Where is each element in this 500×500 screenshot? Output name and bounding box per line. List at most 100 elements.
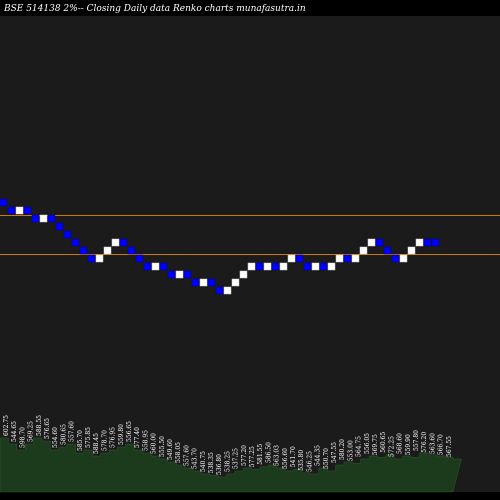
volume-label: 577.40 <box>134 427 141 448</box>
renko-brick <box>383 246 392 255</box>
renko-brick <box>287 254 296 263</box>
volume-label: 543.70 <box>192 448 199 469</box>
volume-label: 546.25 <box>306 451 313 472</box>
volume-label: 554.60 <box>52 427 59 448</box>
volume-label: 556.65 <box>126 421 133 442</box>
renko-brick <box>119 238 128 247</box>
volume-label: 560.65 <box>380 432 387 453</box>
volume-label: 558.95 <box>142 430 149 451</box>
renko-brick <box>295 254 304 263</box>
volume-label: 576.65 <box>44 418 51 439</box>
volume-label: 556.60 <box>282 448 289 469</box>
volume-label: 575.85 <box>85 427 92 448</box>
renko-brick <box>271 262 280 271</box>
renko-brick <box>279 262 288 271</box>
renko-brick <box>303 262 312 271</box>
volume-label: 536.80 <box>216 454 223 475</box>
renko-brick <box>327 262 336 271</box>
volume-labels: 602.75 544.65 598.70 569.25 588.55 576.65 554.… <box>3 415 453 475</box>
renko-brick <box>359 246 368 255</box>
renko-brick <box>343 254 352 263</box>
volume-label: 602.75 <box>3 415 10 436</box>
volume-label: 567.55 <box>446 436 453 457</box>
volume-label: 559.90 <box>405 434 412 455</box>
volume-label: 538.35 <box>208 452 215 473</box>
volume-label: 556.05 <box>364 433 371 454</box>
volume-area <box>0 437 462 493</box>
renko-brick <box>63 230 72 239</box>
renko-brick <box>351 254 360 263</box>
renko-brick <box>175 270 184 279</box>
volume-label: 563.03 <box>274 445 281 466</box>
renko-brick <box>111 238 120 247</box>
renko-brick <box>319 262 328 271</box>
renko-brick <box>15 206 24 215</box>
volume-label: 576.20 <box>421 432 428 453</box>
volume-label: 540.75 <box>200 451 207 472</box>
renko-brick <box>415 238 424 247</box>
volume-label: 558.05 <box>175 442 182 463</box>
volume-label: 568.60 <box>397 433 404 454</box>
renko-brick <box>7 206 16 215</box>
renko-brick <box>135 254 144 263</box>
volume-label: 564.75 <box>356 436 363 457</box>
renko-brick <box>399 254 408 263</box>
renko-brick <box>375 238 384 247</box>
volume-label: 557.60 <box>69 421 76 442</box>
renko-brick <box>127 246 136 255</box>
renko-brick <box>215 286 224 295</box>
renko-brick <box>255 262 264 271</box>
renko-brick <box>39 214 48 223</box>
volume-label: 560.00 <box>151 433 158 454</box>
renko-brick <box>159 262 168 271</box>
renko-brick <box>55 222 64 231</box>
renko-brick <box>47 214 56 223</box>
volume-label: 557.80 <box>413 430 420 451</box>
reference-lines <box>0 215 500 255</box>
renko-brick <box>391 254 400 263</box>
renko-brick <box>247 262 256 271</box>
volume-label: 553.00 <box>347 440 354 461</box>
volume-label: 588.45 <box>93 433 100 454</box>
volume-label: 538.25 <box>224 451 231 472</box>
volume-label: 555.50 <box>159 436 166 457</box>
volume-label: 559.80 <box>118 424 125 445</box>
renko-brick <box>223 286 232 295</box>
volume-label: 544.35 <box>315 445 322 466</box>
renko-brick <box>23 206 32 215</box>
renko-brick <box>31 214 40 223</box>
volume-label: 578.70 <box>101 430 108 451</box>
volume-label: 535.80 <box>298 450 305 471</box>
renko-brick <box>263 262 272 271</box>
renko-brick <box>431 238 440 247</box>
volume-label: 569.75 <box>372 434 379 455</box>
volume-label: 544.65 <box>11 421 18 442</box>
renko-brick <box>239 270 248 279</box>
volume-label: 563.60 <box>429 433 436 454</box>
volume-label: 585.70 <box>77 430 84 451</box>
volume-label: 537.25 <box>233 448 240 469</box>
volume-label: 580.20 <box>339 439 346 460</box>
renko-brick <box>143 262 152 271</box>
volume-label: 549.60 <box>167 439 174 460</box>
renko-brick <box>231 278 240 287</box>
renko-brick <box>95 254 104 263</box>
volume-label: 566.70 <box>438 434 445 455</box>
volume-label: 580.65 <box>60 424 67 445</box>
renko-brick <box>167 270 176 279</box>
volume-label: 588.55 <box>36 415 43 436</box>
volume-label: 541.70 <box>290 446 297 467</box>
renko-brick <box>407 246 416 255</box>
volume-series <box>0 437 462 493</box>
renko-brick <box>207 278 216 287</box>
renko-brick <box>103 246 112 255</box>
renko-brick <box>191 278 200 287</box>
volume-label: 576.95 <box>110 427 117 448</box>
volume-label: 586.50 <box>265 442 272 463</box>
renko-brick <box>87 254 96 263</box>
renko-brick <box>79 246 88 255</box>
volume-label: 550.70 <box>323 448 330 469</box>
renko-brick <box>335 254 344 263</box>
renko-brick <box>423 238 432 247</box>
